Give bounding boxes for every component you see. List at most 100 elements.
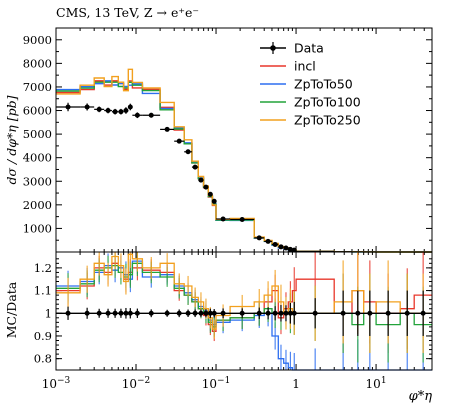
y-tick-label: 4000 bbox=[23, 151, 52, 165]
ratio-ZpToTo250 bbox=[56, 252, 432, 353]
ratio-data-point bbox=[283, 311, 288, 316]
ratio-tick-label: 1.2 bbox=[34, 261, 52, 275]
ratio-data-point bbox=[266, 311, 271, 316]
data-point bbox=[106, 108, 111, 113]
mc-line-incl bbox=[56, 81, 432, 252]
main-panel: 1000 2000 3000 4000 5000 6000 7000 8000 9000 bbox=[23, 28, 432, 253]
ratio-tick-label: 1 bbox=[45, 306, 52, 320]
ratio-data-point bbox=[198, 311, 203, 316]
ratio-data-point bbox=[367, 311, 372, 316]
y-tick-label: 1000 bbox=[23, 221, 52, 235]
ratio-data-point bbox=[113, 311, 118, 316]
ratio-tick-label: 1.1 bbox=[34, 284, 52, 298]
legend-label: incl bbox=[294, 59, 316, 74]
data-point bbox=[165, 127, 170, 132]
y-tick-label: 6000 bbox=[23, 104, 52, 118]
ratio-data-point bbox=[405, 311, 410, 316]
legend-label: Data bbox=[294, 41, 324, 56]
x-axis-label: φ*η bbox=[409, 389, 433, 404]
ratio-data-point bbox=[257, 311, 262, 316]
x-tick-label: 1 bbox=[292, 377, 300, 391]
y-axis-label-text: dσ / dφ*η [pb] bbox=[4, 95, 19, 184]
data-point bbox=[128, 104, 133, 109]
data-point bbox=[257, 235, 262, 240]
x-tick-label: 10−3 bbox=[42, 376, 71, 391]
ratio-data-point bbox=[118, 311, 123, 316]
data-point bbox=[198, 178, 203, 183]
data-point bbox=[97, 107, 102, 112]
data-point bbox=[113, 109, 118, 114]
ratio-data-point bbox=[165, 311, 170, 316]
ratio-data-point bbox=[66, 311, 71, 316]
ratio-axis-label-text: MC/Data bbox=[4, 281, 19, 338]
legend-item: ZpToTo50 bbox=[260, 77, 353, 92]
x-tick-label: 10−2 bbox=[122, 376, 151, 391]
ratio-data-point bbox=[221, 311, 226, 316]
mc-line-ZpToTo100 bbox=[56, 82, 432, 252]
data-point bbox=[177, 139, 182, 144]
legend-item: Data bbox=[260, 41, 324, 56]
data-point bbox=[240, 217, 245, 222]
ratio-panel: 0.80.911.11.210−3 10−2 10−1 1 101 bbox=[34, 252, 432, 391]
legend-item: incl bbox=[260, 59, 316, 74]
ratio-data-point bbox=[106, 311, 111, 316]
y-tick-label: 2000 bbox=[23, 198, 52, 212]
data-points bbox=[56, 103, 432, 253]
legend-swatch-marker bbox=[270, 45, 276, 51]
data-point bbox=[208, 192, 213, 197]
ratio-data-point bbox=[149, 311, 154, 316]
legend-label: ZpToTo100 bbox=[294, 95, 361, 110]
ratio-data-point bbox=[128, 311, 133, 316]
data-point bbox=[149, 113, 154, 118]
ratio-data-point bbox=[177, 311, 182, 316]
ratio-data-point bbox=[292, 311, 297, 316]
data-point bbox=[278, 244, 283, 249]
ratio-data-point bbox=[355, 311, 360, 316]
data-point bbox=[118, 109, 123, 114]
ratio-data-point bbox=[135, 311, 140, 316]
ratio-data-point bbox=[186, 311, 191, 316]
ratio-data-point bbox=[240, 311, 245, 316]
data-point bbox=[212, 199, 217, 204]
y-axis-label-top: dσ / dφ*η [pb] bbox=[4, 95, 19, 184]
ratio-data-point bbox=[85, 311, 90, 316]
x-tick-label: 10−1 bbox=[202, 376, 231, 391]
histogram-ZpToTo50 bbox=[56, 81, 432, 252]
data-point bbox=[186, 149, 191, 154]
histogram-ZpToTo100 bbox=[56, 82, 432, 252]
legend-item: ZpToTo250 bbox=[260, 113, 361, 128]
ratio-data-point bbox=[278, 311, 283, 316]
legend-item: ZpToTo100 bbox=[260, 95, 361, 110]
ratio-data-point bbox=[313, 311, 318, 316]
y-tick-label: 8000 bbox=[23, 56, 52, 70]
ratio-data-point bbox=[421, 311, 426, 316]
y-tick-label: 7000 bbox=[23, 80, 52, 94]
data-point bbox=[283, 245, 288, 250]
ratio-data-point bbox=[97, 311, 102, 316]
mc-line-ZpToTo250 bbox=[56, 69, 432, 252]
data-point bbox=[135, 113, 140, 118]
data-point bbox=[273, 242, 278, 247]
ratio-data bbox=[56, 291, 432, 336]
y-tick-label: 9000 bbox=[23, 33, 52, 47]
legend-label: ZpToTo50 bbox=[294, 77, 353, 92]
histogram-incl bbox=[56, 81, 432, 252]
data-point bbox=[266, 239, 271, 244]
ratio-data-point bbox=[341, 311, 346, 316]
ratio-data-point bbox=[212, 311, 217, 316]
ratio-data-point bbox=[386, 311, 391, 316]
y-axis-label-bottom: MC/Data bbox=[4, 281, 19, 338]
legend-label: ZpToTo250 bbox=[294, 113, 361, 128]
x-tick-label: 101 bbox=[366, 376, 387, 391]
data-point bbox=[123, 108, 128, 113]
y-tick-label: 3000 bbox=[23, 174, 52, 188]
data-point bbox=[221, 216, 226, 221]
ratio-tick-label: 0.8 bbox=[34, 352, 52, 366]
ratio-data-point bbox=[123, 311, 128, 316]
ratio-data-point bbox=[193, 311, 198, 316]
data-point bbox=[85, 104, 90, 109]
histogram-ZpToTo250 bbox=[56, 69, 432, 252]
data-point bbox=[193, 165, 198, 170]
chart-title: CMS, 13 TeV, Z → e⁺e⁻ bbox=[56, 5, 199, 20]
